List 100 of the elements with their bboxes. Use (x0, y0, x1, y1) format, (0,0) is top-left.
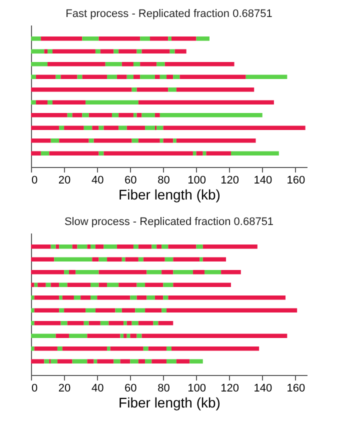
bar (174, 49, 186, 54)
bar (31, 282, 34, 288)
bar (50, 359, 58, 364)
bar (31, 295, 34, 300)
bar (163, 138, 174, 143)
bar (136, 295, 147, 300)
bar (97, 295, 130, 300)
bar (168, 87, 176, 92)
x-tick-label: 20 (58, 382, 71, 394)
bar (31, 334, 56, 338)
x-tick-label: 140 (254, 382, 272, 394)
bar (59, 244, 72, 249)
bar (138, 320, 154, 326)
bar (142, 112, 155, 118)
bar (98, 282, 108, 288)
bar (98, 270, 147, 274)
bar (130, 334, 137, 338)
bar (62, 295, 74, 300)
x-tick-label: 160 (286, 174, 306, 186)
bar (36, 74, 56, 80)
bar (202, 244, 258, 249)
bar (44, 359, 50, 364)
bar (50, 282, 60, 288)
x-tick-label: 120 (220, 382, 240, 394)
bar (90, 295, 98, 300)
bar (87, 359, 94, 364)
bar (94, 138, 132, 143)
bar (130, 295, 137, 300)
bar (31, 270, 64, 274)
bar (76, 270, 99, 274)
bar (34, 320, 61, 326)
bar (140, 62, 157, 66)
bar (162, 244, 168, 249)
bar (31, 244, 51, 249)
bar (171, 346, 260, 351)
bar (202, 257, 226, 262)
bar (173, 74, 180, 80)
bar (122, 308, 136, 313)
bar (80, 295, 90, 300)
bar (104, 126, 119, 130)
bar (163, 282, 174, 288)
bar (48, 100, 52, 105)
bar (160, 138, 164, 143)
bar (72, 244, 78, 249)
bar (104, 151, 193, 156)
bar (108, 320, 124, 326)
bar (62, 346, 108, 351)
chart-title: Fast process - Replicated fraction 0.68751 (66, 8, 272, 20)
bar (90, 282, 99, 288)
x-tick-label: 0 (32, 174, 38, 186)
bar (67, 112, 72, 118)
bar (156, 244, 162, 249)
bar (150, 36, 168, 41)
bar (138, 257, 144, 262)
bar (88, 112, 112, 118)
bar (31, 62, 48, 66)
bar (166, 308, 298, 313)
x-axis-title: Fiber length (kb) (118, 186, 220, 202)
bar (143, 257, 165, 262)
bar (152, 244, 157, 249)
bar (72, 359, 88, 364)
bar (52, 49, 96, 54)
x-tick-label: 100 (188, 174, 206, 186)
bar (196, 151, 203, 156)
bar (136, 112, 142, 118)
bar (132, 87, 137, 92)
bar (48, 49, 52, 54)
bar (204, 270, 222, 274)
bar (88, 320, 100, 326)
bar (77, 244, 88, 249)
bar (69, 270, 76, 274)
bar (98, 257, 108, 262)
bar (59, 138, 89, 143)
bar (120, 334, 124, 338)
bar (31, 151, 41, 156)
bar (145, 359, 152, 364)
bar (118, 112, 134, 118)
bar (87, 244, 90, 249)
bar (122, 257, 126, 262)
bar (72, 112, 82, 118)
bar (163, 295, 168, 300)
bar (160, 112, 262, 118)
bar (100, 320, 109, 326)
bar (124, 320, 127, 326)
bar (67, 320, 84, 326)
bar (90, 244, 96, 249)
bar (77, 74, 82, 80)
bar (34, 295, 60, 300)
bar (164, 257, 174, 262)
bar (154, 295, 164, 300)
bar (114, 49, 119, 54)
bar (126, 334, 130, 338)
bar (156, 62, 165, 66)
bar (107, 74, 117, 80)
bar (190, 359, 203, 364)
bar (31, 346, 34, 351)
bar (64, 270, 70, 274)
bar (56, 334, 70, 338)
bar (206, 151, 231, 156)
bar (196, 244, 203, 249)
